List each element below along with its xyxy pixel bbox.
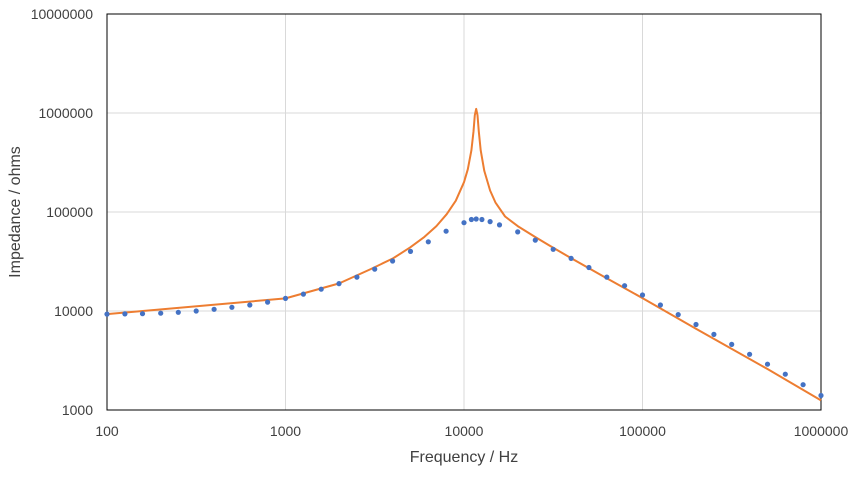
measured-data-point xyxy=(247,302,253,308)
measured-data-point xyxy=(622,283,628,289)
measured-data-point xyxy=(487,219,493,225)
measured-data-point xyxy=(747,351,753,357)
measured-data-point xyxy=(104,311,110,317)
measured-data-point xyxy=(158,310,164,316)
model-curve-line xyxy=(106,107,822,402)
measured-data-point xyxy=(175,309,181,315)
measured-data-point xyxy=(675,312,681,318)
measured-data-point xyxy=(193,308,199,314)
measured-data-point xyxy=(818,392,824,399)
x-axis-ticks: 100 1000 10000 100000 1000000 xyxy=(95,423,848,439)
measured-data-point xyxy=(639,292,646,298)
measured-data-point xyxy=(468,216,474,223)
measured-data-point xyxy=(139,311,146,317)
measured-data-point xyxy=(461,220,467,226)
x-tick-label: 1000000 xyxy=(794,423,849,439)
y-axis-ticks: 1000 10000 100000 1000000 10000000 xyxy=(31,6,94,418)
measured-data-point xyxy=(764,361,771,367)
measured-data-point xyxy=(657,302,664,308)
measured-data-point xyxy=(122,311,128,317)
x-tick-label: 1000 xyxy=(270,423,301,439)
measured-data-point xyxy=(473,216,479,222)
y-tick-label: 1000 xyxy=(62,402,93,418)
measured-data-point xyxy=(711,331,717,337)
measured-data-point xyxy=(800,382,806,388)
y-tick-label: 10000000 xyxy=(31,6,94,22)
x-axis-label: Frequency / Hz xyxy=(410,449,518,466)
measured-data-point xyxy=(318,286,324,292)
measured-data-point xyxy=(604,274,610,280)
grid xyxy=(106,13,822,411)
x-tick-label: 10000 xyxy=(445,423,484,439)
measured-data-point xyxy=(550,246,556,252)
y-tick-label: 100000 xyxy=(46,204,93,220)
measured-data-point xyxy=(354,274,360,280)
measured-data-point xyxy=(282,295,289,301)
measured-data-point xyxy=(300,291,306,297)
measured-data-point xyxy=(211,306,217,312)
measured-data-point xyxy=(515,229,521,235)
measured-data-point xyxy=(443,228,449,234)
measured-data-point xyxy=(229,304,235,310)
measured-data-point xyxy=(729,341,735,347)
measured-data-point xyxy=(568,255,574,261)
y-tick-label: 1000000 xyxy=(38,105,93,121)
y-axis-label: Impedance / ohms xyxy=(7,146,24,278)
measured-data-point xyxy=(425,239,431,245)
measured-data-point xyxy=(407,248,414,254)
measured-data-point xyxy=(372,266,378,272)
measured-data-point xyxy=(532,237,538,243)
plot-area-frame xyxy=(106,13,822,411)
measured-data-point xyxy=(586,264,592,271)
measured-data-point xyxy=(479,216,485,223)
x-tick-label: 100000 xyxy=(619,423,666,439)
measured-data-point xyxy=(496,222,503,228)
measured-data-point xyxy=(265,299,271,305)
series xyxy=(104,107,824,402)
measured-data-point xyxy=(336,281,342,287)
measured-data-point xyxy=(390,258,396,264)
measured-data-point xyxy=(693,321,699,328)
measured-data-point xyxy=(782,371,788,377)
y-tick-label: 10000 xyxy=(54,303,93,319)
x-tick-label: 100 xyxy=(95,423,119,439)
